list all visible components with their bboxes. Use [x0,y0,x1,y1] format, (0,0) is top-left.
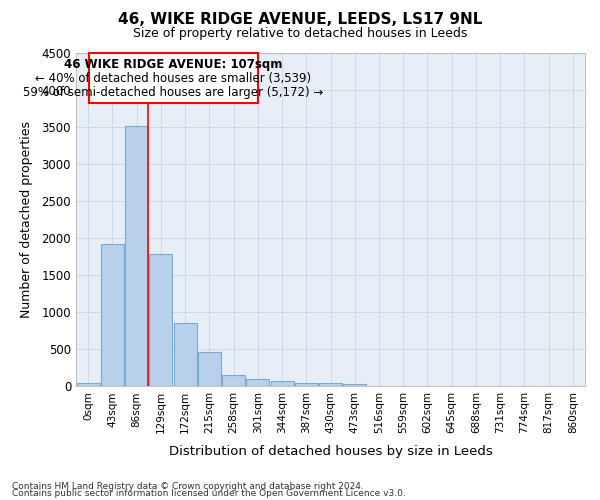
Text: Size of property relative to detached houses in Leeds: Size of property relative to detached ho… [133,28,467,40]
Text: ← 40% of detached houses are smaller (3,539): ← 40% of detached houses are smaller (3,… [35,72,311,85]
Text: Contains public sector information licensed under the Open Government Licence v3: Contains public sector information licen… [12,490,406,498]
Bar [101,244,124,386]
Text: 59% of semi-detached houses are larger (5,172) →: 59% of semi-detached houses are larger (… [23,86,323,98]
Bar [319,384,342,386]
Bar [198,352,221,386]
X-axis label: Distribution of detached houses by size in Leeds: Distribution of detached houses by size … [169,444,493,458]
Bar [173,324,197,386]
Bar [77,384,100,386]
Bar [89,53,258,103]
Bar [246,380,269,386]
Bar [343,384,366,386]
Bar [271,381,293,386]
Text: Contains HM Land Registry data © Crown copyright and database right 2024.: Contains HM Land Registry data © Crown c… [12,482,364,491]
Bar [222,374,245,386]
Bar [149,254,172,386]
Text: 46 WIKE RIDGE AVENUE: 107sqm: 46 WIKE RIDGE AVENUE: 107sqm [64,58,283,70]
Text: 46, WIKE RIDGE AVENUE, LEEDS, LS17 9NL: 46, WIKE RIDGE AVENUE, LEEDS, LS17 9NL [118,12,482,28]
Bar [125,126,148,386]
Y-axis label: Number of detached properties: Number of detached properties [20,121,33,318]
Bar [295,382,318,386]
